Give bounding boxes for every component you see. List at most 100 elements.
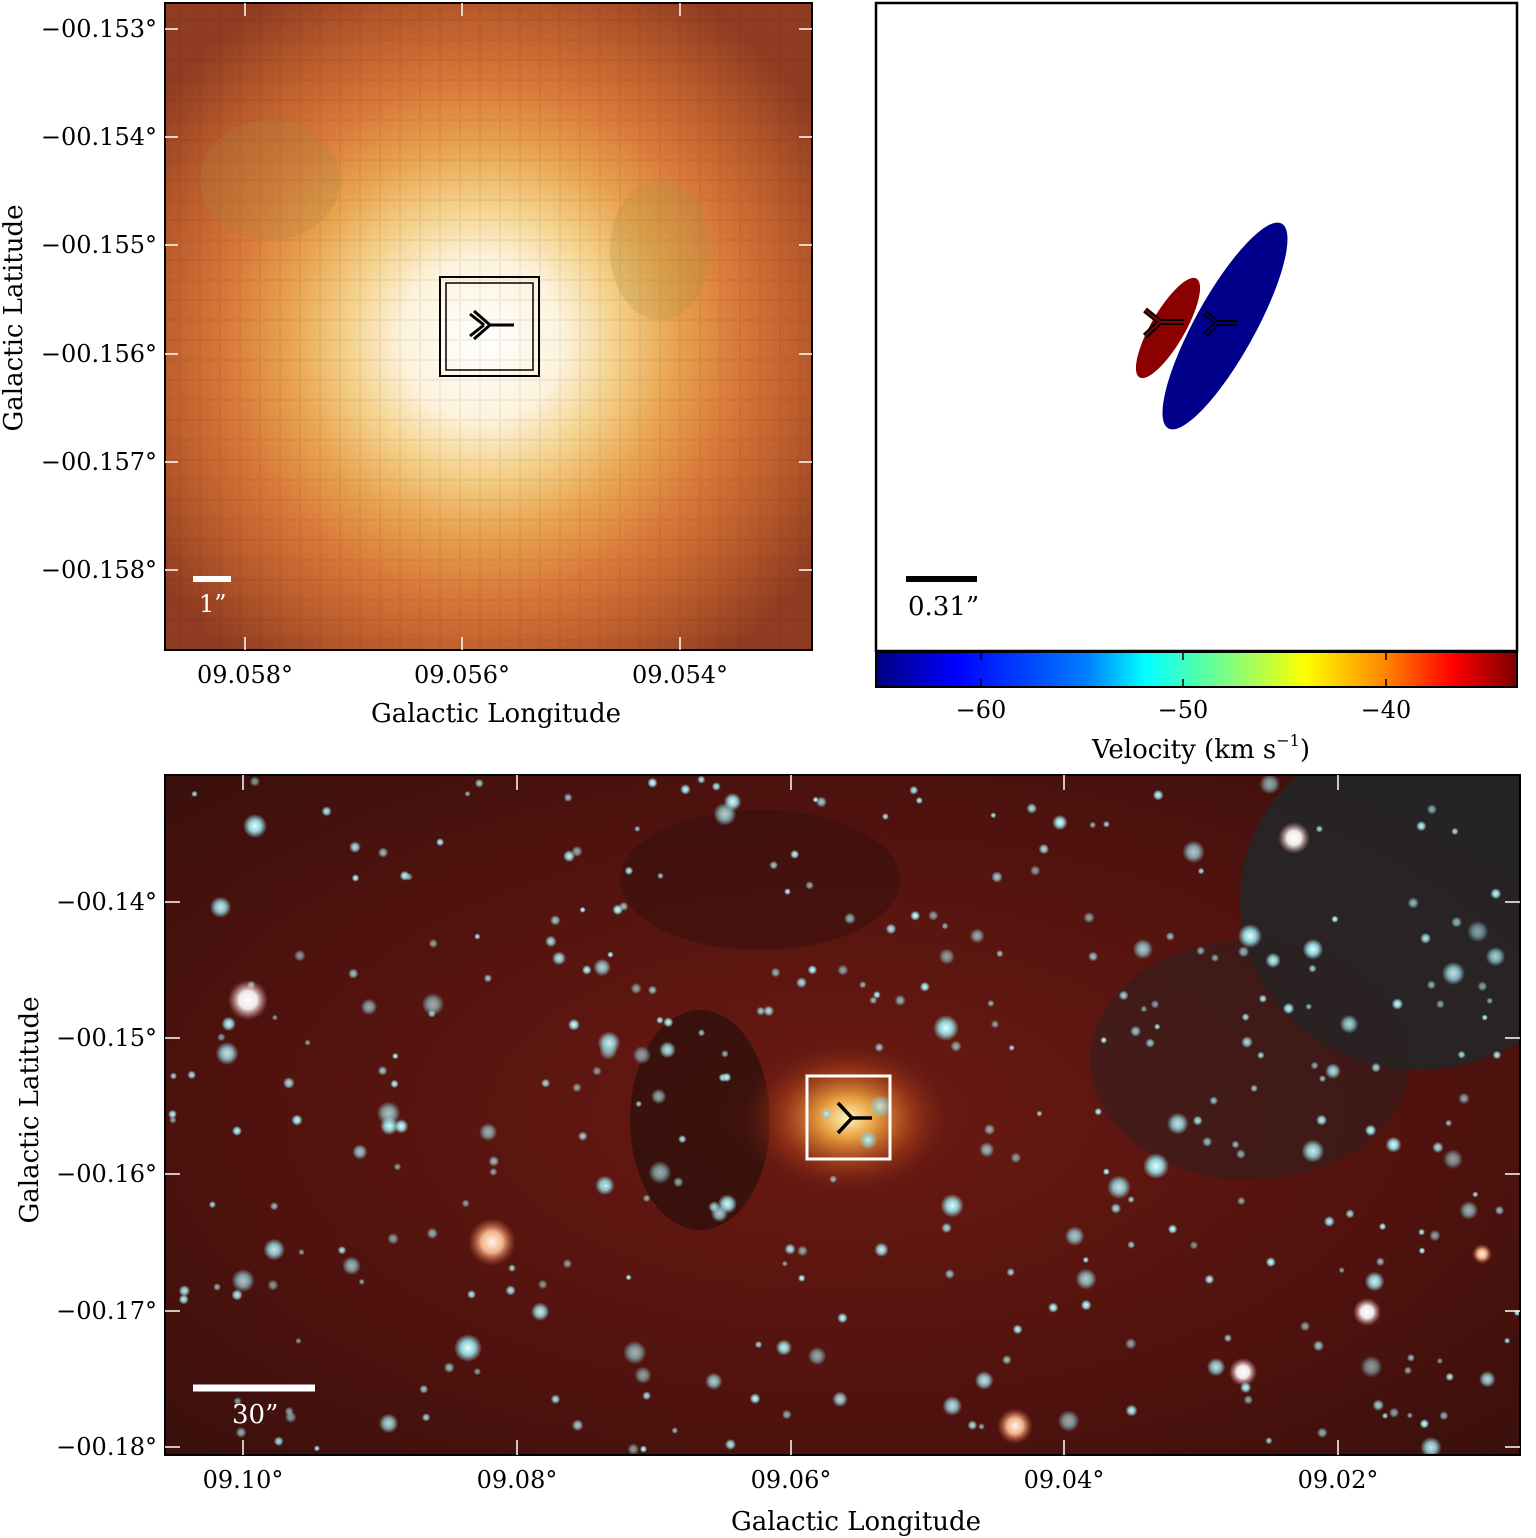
- star: [377, 847, 389, 858]
- star: [756, 1006, 766, 1016]
- star: [1305, 1003, 1312, 1010]
- star: [749, 1393, 761, 1404]
- star: [1189, 1241, 1199, 1250]
- wide-field-frame: [164, 774, 1521, 1456]
- star: [1209, 1096, 1219, 1105]
- star: [483, 974, 493, 983]
- bright-star: [1238, 924, 1262, 948]
- star: [1202, 1136, 1213, 1147]
- star: [1182, 840, 1205, 864]
- star: [295, 1337, 302, 1344]
- bright-star: [1143, 1153, 1169, 1179]
- star: [538, 1279, 548, 1290]
- star: [624, 866, 634, 876]
- bright-star: [1278, 822, 1310, 854]
- star: [941, 922, 949, 930]
- x-axis-label: Galactic Longitude: [371, 699, 621, 729]
- star: [627, 1443, 640, 1455]
- star: [868, 1094, 892, 1118]
- star: [489, 1167, 498, 1176]
- star: [1364, 1124, 1377, 1137]
- star: [763, 1005, 775, 1017]
- star: [1436, 1357, 1444, 1365]
- star: [1006, 1268, 1015, 1277]
- y-axis-label: Galactic Latitude: [15, 997, 45, 1224]
- star: [1080, 1299, 1092, 1311]
- star: [697, 1029, 706, 1037]
- star: [990, 1020, 1000, 1029]
- star: [249, 776, 260, 787]
- star: [1204, 1274, 1215, 1285]
- star: [1196, 946, 1206, 956]
- star: [1381, 1412, 1389, 1419]
- star: [659, 1041, 676, 1059]
- star: [697, 775, 706, 784]
- star: [722, 1072, 732, 1082]
- star: [393, 1163, 402, 1171]
- star: [1026, 803, 1038, 814]
- zoom-image-panel: 1” −00.153° −00.154° −00.155° −00.156° −…: [0, 2, 813, 729]
- star: [579, 906, 586, 913]
- star: [1457, 1050, 1466, 1059]
- star: [394, 1119, 409, 1134]
- star: [390, 1079, 399, 1089]
- star: [1210, 953, 1219, 962]
- star: [581, 965, 592, 975]
- star: [376, 1101, 401, 1125]
- bright-star: [228, 980, 268, 1020]
- star: [1486, 997, 1493, 1005]
- star: [231, 1269, 255, 1293]
- star: [1152, 789, 1164, 801]
- star: [807, 1346, 827, 1366]
- y-tick-label: −00.15°: [56, 1024, 157, 1052]
- star: [291, 1114, 303, 1126]
- star: [991, 871, 1003, 883]
- star: [915, 796, 923, 805]
- y-tick-label: −00.158°: [41, 556, 157, 584]
- star: [428, 938, 438, 949]
- star: [479, 1123, 498, 1142]
- star: [209, 896, 232, 918]
- star: [1130, 1025, 1142, 1037]
- star: [321, 806, 332, 817]
- star: [1312, 1340, 1325, 1352]
- star: [1125, 1404, 1138, 1417]
- star: [1257, 1051, 1265, 1060]
- y-tick-label: −00.156°: [41, 340, 157, 368]
- star: [656, 1016, 664, 1024]
- velocity-scale-label: 0.31”: [908, 592, 979, 622]
- y-tick-label: −00.157°: [41, 448, 157, 476]
- star: [769, 860, 779, 870]
- star: [1052, 814, 1068, 831]
- star: [464, 790, 471, 797]
- star: [938, 948, 955, 965]
- star: [597, 1031, 621, 1055]
- bright-star: [1472, 1244, 1492, 1264]
- star: [1467, 920, 1489, 943]
- star: [807, 965, 818, 975]
- star: [1002, 1355, 1012, 1365]
- star: [942, 1396, 963, 1416]
- star: [820, 1107, 833, 1120]
- star: [392, 1052, 399, 1060]
- star: [562, 1259, 573, 1269]
- star: [1012, 1324, 1023, 1335]
- wide-field-image: [165, 775, 1520, 1455]
- star: [634, 1366, 652, 1384]
- star: [1125, 1338, 1137, 1350]
- star: [1443, 1149, 1463, 1170]
- star: [1010, 1152, 1022, 1164]
- star: [545, 935, 557, 948]
- star: [983, 1123, 996, 1136]
- star: [894, 994, 906, 1006]
- star: [1300, 1321, 1311, 1332]
- star: [1391, 998, 1404, 1010]
- star: [784, 888, 791, 895]
- star: [263, 1238, 286, 1261]
- star: [1241, 1013, 1250, 1022]
- star: [829, 1175, 838, 1184]
- star: [625, 1274, 632, 1281]
- star: [1403, 1366, 1412, 1375]
- x-tick-label: 09.08°: [477, 1466, 558, 1494]
- star: [1088, 951, 1099, 962]
